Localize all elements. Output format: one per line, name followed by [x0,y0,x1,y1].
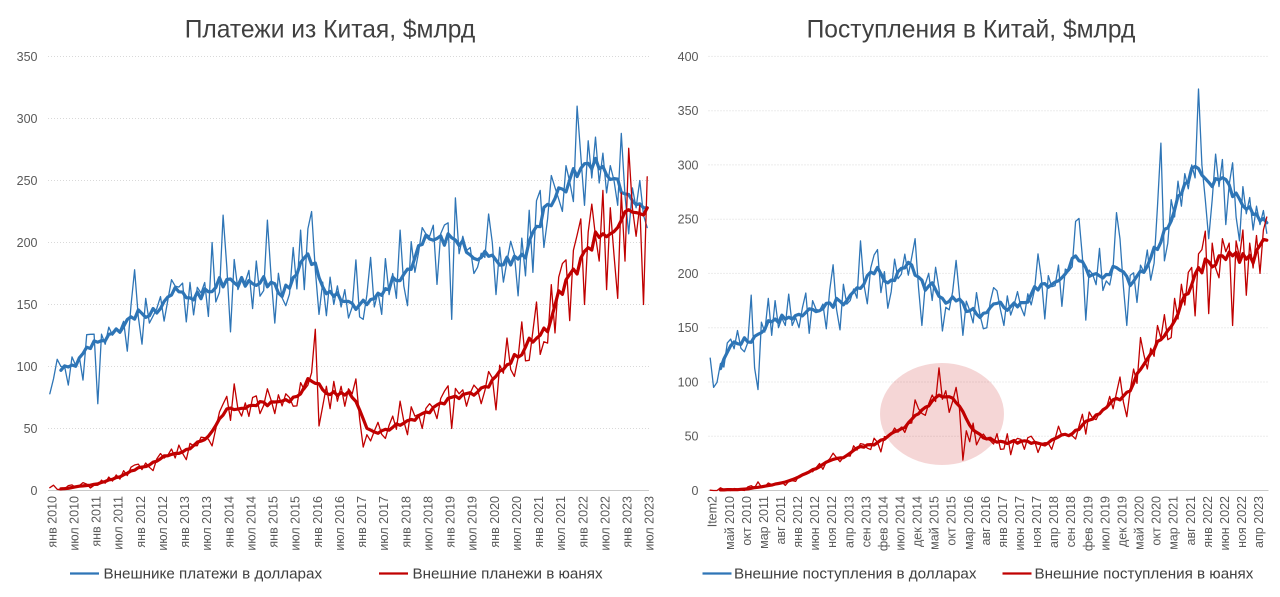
svg-text:янв 2012: янв 2012 [134,496,148,548]
svg-text:янв 2021: янв 2021 [532,496,546,548]
svg-text:ноя 2017: ноя 2017 [1030,496,1044,548]
svg-text:окт 2010: окт 2010 [740,496,754,546]
svg-text:50: 50 [24,422,38,436]
svg-text:июл 2016: июл 2016 [333,496,347,551]
svg-text:янв 2017: янв 2017 [355,496,369,548]
svg-text:350: 350 [17,50,38,64]
svg-text:350: 350 [678,104,699,118]
svg-text:июл 2020: июл 2020 [510,496,524,551]
svg-text:янв 2017: янв 2017 [996,496,1010,548]
svg-text:июл 2022: июл 2022 [598,496,612,551]
svg-text:Платежи из Китая, $млрд: Платежи из Китая, $млрд [185,17,476,44]
svg-text:янв 2019: янв 2019 [444,496,458,548]
svg-text:янв 2022: янв 2022 [576,496,590,548]
svg-text:Внешнике платежи в долларах: Внешнике платежи в долларах [104,566,323,583]
svg-text:сен 2013: сен 2013 [859,496,873,547]
svg-text:янв 2018: янв 2018 [399,496,413,548]
svg-text:июл 2014: июл 2014 [244,496,258,551]
svg-text:сен 2018: сен 2018 [1064,496,1078,547]
svg-text:0: 0 [31,484,38,498]
svg-text:мар 2021: мар 2021 [1167,496,1181,550]
svg-text:янв 2016: янв 2016 [311,496,325,548]
svg-text:июл 2011: июл 2011 [112,496,126,550]
svg-text:мар 2011: мар 2011 [757,496,771,549]
svg-text:окт 2020: окт 2020 [1150,496,1164,546]
svg-text:июл 2021: июл 2021 [554,496,568,551]
svg-text:апр 2018: апр 2018 [1047,496,1061,548]
svg-text:фев 2019: фев 2019 [1081,496,1095,551]
svg-text:200: 200 [17,236,38,250]
svg-text:ноя 2022: ноя 2022 [1235,496,1249,548]
svg-text:янв 2022: янв 2022 [1201,496,1215,548]
svg-text:июл 2019: июл 2019 [1098,496,1112,551]
svg-text:фев 2014: фев 2014 [876,496,890,551]
svg-text:июл 2015: июл 2015 [289,496,303,551]
svg-text:апр 2013: апр 2013 [842,496,856,548]
svg-text:окт 2015: окт 2015 [945,496,959,546]
svg-text:300: 300 [678,158,699,172]
svg-text:янв 2023: янв 2023 [621,496,635,548]
svg-text:апр 2023: апр 2023 [1252,496,1266,548]
svg-text:июн 2017: июн 2017 [1013,496,1027,551]
svg-text:июл 2018: июл 2018 [421,496,435,551]
svg-text:июл 2014: июл 2014 [894,496,908,551]
svg-text:июл 2019: июл 2019 [466,496,480,551]
svg-text:100: 100 [678,376,699,390]
svg-text:дек 2019: дек 2019 [1116,496,1130,547]
svg-text:Item2: Item2 [706,496,720,527]
svg-text:150: 150 [678,321,699,335]
svg-text:авг 2016: авг 2016 [979,496,993,545]
svg-text:250: 250 [17,174,38,188]
svg-text:0: 0 [692,484,699,498]
svg-text:июл 2012: июл 2012 [156,496,170,551]
svg-text:июл 2023: июл 2023 [643,496,657,551]
svg-text:150: 150 [17,298,38,312]
svg-text:янв 2020: янв 2020 [488,496,502,548]
svg-text:июл 2010: июл 2010 [68,496,82,551]
svg-text:250: 250 [678,213,699,227]
svg-text:Внешние поступления в юанях: Внешние поступления в юанях [1035,566,1254,583]
svg-text:авг 2021: авг 2021 [1184,496,1198,545]
svg-text:200: 200 [678,267,699,281]
svg-text:дек 2014: дек 2014 [911,496,925,547]
svg-text:мар 2016: мар 2016 [962,496,976,550]
svg-text:июн 2012: июн 2012 [808,496,822,551]
svg-text:янв 2011: янв 2011 [90,496,104,547]
svg-text:300: 300 [17,112,38,126]
svg-text:50: 50 [685,430,699,444]
svg-text:май 2015: май 2015 [928,496,942,550]
svg-text:янв 2013: янв 2013 [178,496,192,548]
svg-text:ноя 2012: ноя 2012 [825,496,839,548]
svg-text:Поступления в Китай, $млрд: Поступления в Китай, $млрд [807,17,1136,44]
svg-text:янв 2015: янв 2015 [267,496,281,548]
svg-text:июн 2022: июн 2022 [1218,496,1232,551]
svg-text:авг 2011: авг 2011 [774,496,788,545]
svg-text:июл 2013: июл 2013 [200,496,214,551]
svg-text:100: 100 [17,360,38,374]
svg-text:янв 2012: янв 2012 [791,496,805,548]
svg-text:янв 2010: янв 2010 [45,496,59,548]
svg-text:Внешние планежи в юанях: Внешние планежи в юанях [413,566,603,583]
svg-text:Внешние поступления в долларах: Внешние поступления в долларах [734,566,977,583]
svg-text:май 2020: май 2020 [1133,496,1147,550]
svg-text:янв 2014: янв 2014 [222,496,236,548]
svg-text:май 2010: май 2010 [723,496,737,550]
svg-text:400: 400 [678,50,699,64]
svg-text:июл 2017: июл 2017 [377,496,391,551]
